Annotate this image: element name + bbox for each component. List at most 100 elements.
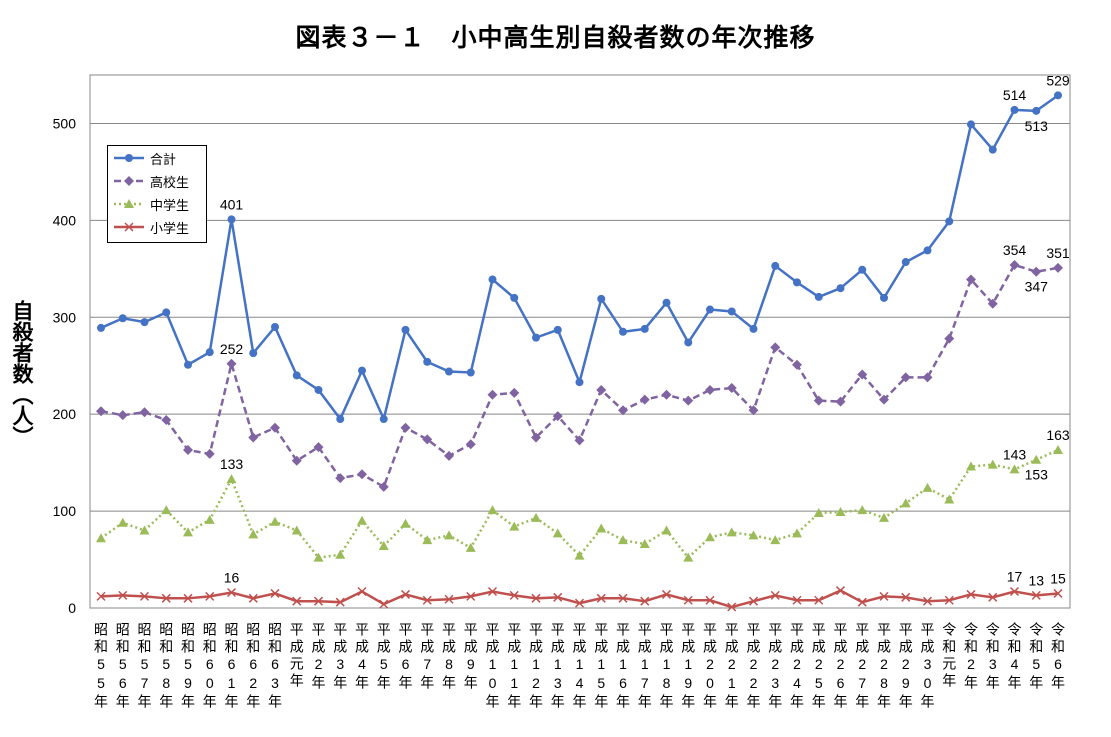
data-point xyxy=(466,368,475,377)
series-高校生 xyxy=(96,259,1063,492)
data-point xyxy=(835,507,846,517)
data-point xyxy=(531,432,541,443)
data-label: 163 xyxy=(1046,427,1070,443)
y-tick-label: 100 xyxy=(53,503,77,519)
data-point xyxy=(531,593,541,603)
x-tick-label: 令和2年 xyxy=(963,622,979,692)
x-tick-label: 平成28年 xyxy=(876,622,892,711)
series-小学生 xyxy=(96,586,1063,612)
data-point xyxy=(487,586,498,597)
data-point xyxy=(640,324,649,333)
x-tick-label: 昭和58年 xyxy=(158,622,175,711)
data-label: 351 xyxy=(1046,245,1070,261)
x-tick-label: 平成21年 xyxy=(723,622,740,711)
data-point xyxy=(335,549,346,559)
data-point xyxy=(124,199,134,208)
data-point xyxy=(1054,91,1062,100)
data-point xyxy=(510,293,519,302)
data-point xyxy=(205,591,215,601)
data-point xyxy=(379,599,389,609)
data-point xyxy=(124,222,134,232)
data-point xyxy=(226,474,237,484)
data-point xyxy=(117,410,128,421)
x-tick-label: 令和元年 xyxy=(941,622,958,690)
data-point xyxy=(966,589,976,599)
data-point xyxy=(125,154,133,162)
x-tick-label: 昭和55年 xyxy=(93,622,109,711)
x-tick-label: 令和6年 xyxy=(1050,622,1066,692)
data-point xyxy=(879,591,889,601)
legend: 合計高校生中学生小学生 xyxy=(107,145,207,243)
legend-label: 中学生 xyxy=(150,197,190,213)
x-tick-label: 昭和62年 xyxy=(245,622,262,711)
series-中学生 xyxy=(96,445,1063,562)
data-label: 133 xyxy=(220,456,244,472)
legend-label: 合計 xyxy=(150,151,177,167)
x-tick-label: 平成19年 xyxy=(680,622,697,711)
data-point xyxy=(661,525,672,535)
x-tick-label: 平成6年 xyxy=(397,622,414,692)
data-point xyxy=(793,278,801,287)
data-point xyxy=(487,505,498,515)
data-point xyxy=(124,176,134,186)
data-point xyxy=(749,324,758,333)
data-point xyxy=(705,532,715,542)
data-point xyxy=(814,292,823,301)
data-point xyxy=(184,360,192,369)
data-point xyxy=(358,366,366,375)
x-tick-label: 平成11年 xyxy=(506,622,523,711)
data-point xyxy=(596,384,607,395)
data-point xyxy=(401,325,410,334)
data-point xyxy=(661,589,672,599)
data-point xyxy=(574,598,585,608)
x-tick-label: 平成17年 xyxy=(636,622,653,711)
x-tick-label: 平成20年 xyxy=(702,622,718,711)
data-point xyxy=(118,314,127,323)
x-tick-label: 昭和59年 xyxy=(180,622,196,711)
x-tick-label: 昭和60年 xyxy=(201,622,218,711)
data-label: 17 xyxy=(1007,569,1023,585)
data-point xyxy=(291,455,302,466)
data-point xyxy=(96,591,106,601)
data-point xyxy=(271,322,279,331)
data-point xyxy=(161,593,171,603)
x-tick-label: 平成27年 xyxy=(854,622,871,711)
data-point xyxy=(552,411,563,422)
x-tick-label: 平成10年 xyxy=(484,622,501,711)
data-point xyxy=(814,595,824,605)
data-point xyxy=(857,505,868,515)
data-label: 347 xyxy=(1025,279,1049,295)
data-label: 252 xyxy=(220,341,244,357)
data-point xyxy=(900,372,911,383)
data-point xyxy=(879,512,889,522)
legend-label: 高校生 xyxy=(150,174,190,190)
y-tick-label: 200 xyxy=(53,406,77,422)
x-tick-label: 令和5年 xyxy=(1028,622,1045,692)
data-point xyxy=(597,294,606,303)
data-point xyxy=(684,338,693,347)
data-point xyxy=(923,246,932,255)
data-point xyxy=(748,530,759,540)
x-tick-label: 平成15年 xyxy=(593,622,610,711)
data-point xyxy=(639,394,650,405)
data-point xyxy=(1010,105,1019,114)
data-point xyxy=(726,383,737,394)
data-point xyxy=(727,602,737,612)
data-label: 16 xyxy=(224,569,240,585)
data-label: 13 xyxy=(1028,572,1044,588)
data-point xyxy=(857,597,867,607)
data-point xyxy=(683,552,694,562)
data-point xyxy=(1009,464,1020,474)
x-tick-label: 昭和56年 xyxy=(114,622,131,711)
data-point xyxy=(270,516,280,526)
data-point xyxy=(444,450,454,461)
x-tick-label: 昭和63年 xyxy=(267,622,283,711)
legend-swatch-icon xyxy=(114,154,144,162)
data-point xyxy=(922,596,933,606)
x-tick-label: 平成18年 xyxy=(658,622,675,711)
data-point xyxy=(880,293,888,302)
data-point xyxy=(792,528,802,538)
x-tick-label: 平成13年 xyxy=(549,622,566,711)
legend-item: 小学生 xyxy=(108,216,206,238)
